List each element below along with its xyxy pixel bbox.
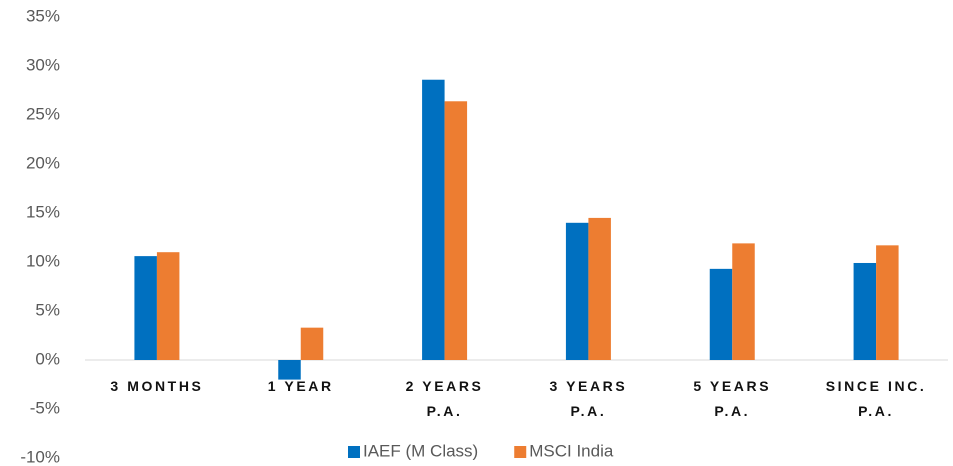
bar [565, 222, 589, 360]
x-tick-label: 5 YEARS P.A. [693, 378, 772, 419]
y-tick-label: 25% [26, 104, 60, 123]
legend-label: MSCI India [529, 441, 614, 460]
y-tick-label: 5% [35, 300, 60, 319]
y-tick-label: 30% [26, 55, 60, 74]
y-tick-label: 15% [26, 202, 60, 221]
y-tick-label: -5% [30, 398, 60, 417]
x-tick-label: 2 YEARS P.A. [405, 378, 484, 419]
y-tick-label: 0% [35, 349, 60, 368]
bar [876, 245, 899, 360]
x-tick-label: 1 YEAR [267, 378, 334, 394]
bar [422, 79, 445, 360]
y-tick-label: -10% [20, 447, 60, 466]
y-tick-label: 35% [26, 6, 60, 25]
legend-label: IAEF (M Class) [363, 441, 478, 460]
bar [134, 256, 157, 360]
legend-swatch [348, 446, 360, 458]
bar [444, 101, 468, 360]
bar [156, 252, 180, 360]
bar [588, 217, 611, 360]
x-tick-label: 3 MONTHS [110, 378, 204, 394]
x-tick-label: SINCE INC. P.A. [825, 378, 927, 419]
bar [732, 243, 755, 360]
bar [300, 327, 324, 360]
bar [709, 268, 733, 360]
x-tick-label: 3 YEARS P.A. [549, 378, 628, 419]
bar [853, 262, 877, 360]
legend-swatch [514, 446, 527, 458]
bar [278, 360, 301, 380]
y-tick-label: 20% [26, 153, 60, 172]
y-tick-label: 10% [26, 251, 60, 270]
